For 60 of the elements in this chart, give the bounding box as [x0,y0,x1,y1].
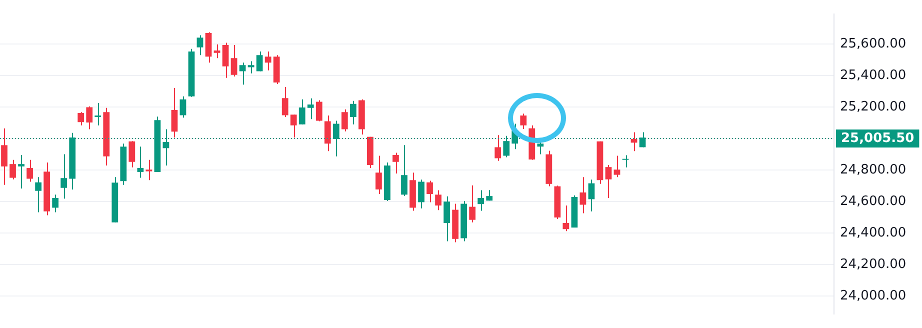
candlestick [18,154,24,189]
candlestick [230,44,238,77]
candlestick [78,112,84,126]
candlestick [146,159,152,181]
candlestick [10,159,16,180]
candlestick [94,102,102,126]
candlestick [341,108,348,132]
candlestick [316,100,322,122]
candlestick [214,44,220,59]
candlestick [580,176,586,214]
y-tick-label: 24,400.00 [840,225,906,240]
candlestick [26,159,33,182]
candlestick [60,154,68,200]
candlestick [401,144,408,197]
candlestick [222,42,229,78]
candlestick [614,155,620,178]
candlestick [282,86,288,118]
candlestick [494,134,502,162]
candlestick [426,180,433,203]
candlestick [520,113,527,130]
candlestick [256,50,263,72]
candlestick [307,98,314,120]
candlestick [435,190,442,211]
candlestick [376,155,382,195]
candlestick [35,176,42,213]
candlestick [248,60,254,74]
ref-line-label: 25,005.50 [841,130,914,146]
candlestick [1,128,8,186]
candlestick [290,114,297,138]
y-tick-label: 24,200.00 [840,256,906,272]
candlestick [298,98,306,125]
candlestick [622,154,629,168]
candlestick [350,100,356,125]
y-tick-label: 24,800.00 [840,162,906,178]
candlestick [605,164,612,198]
candlestick [137,146,144,178]
candlestick [630,132,638,152]
candlestick [392,152,399,174]
candlestick [52,194,59,213]
candlestick [537,140,544,155]
y-tick-label: 24,000.00 [840,288,906,304]
candlestick [180,96,186,118]
candlestick [469,184,476,223]
y-tick-label: 24,600.00 [840,194,906,209]
candlestick [171,87,178,138]
y-tick-label: 25,400.00 [840,68,906,83]
candlestick [264,50,272,71]
y-tick-label: 25,600.00 [840,36,906,52]
candlestick [205,32,212,64]
candlestick [588,179,595,212]
candlestick [324,115,331,152]
candlestick [478,190,484,212]
candlestick [128,140,136,168]
candlestick [196,34,204,56]
candlestick [86,106,93,130]
candlestick [444,196,450,242]
candlestick [418,179,424,209]
candlestick [562,205,570,232]
candlestick [239,62,246,86]
y-tick-label: 25,200.00 [840,99,906,114]
